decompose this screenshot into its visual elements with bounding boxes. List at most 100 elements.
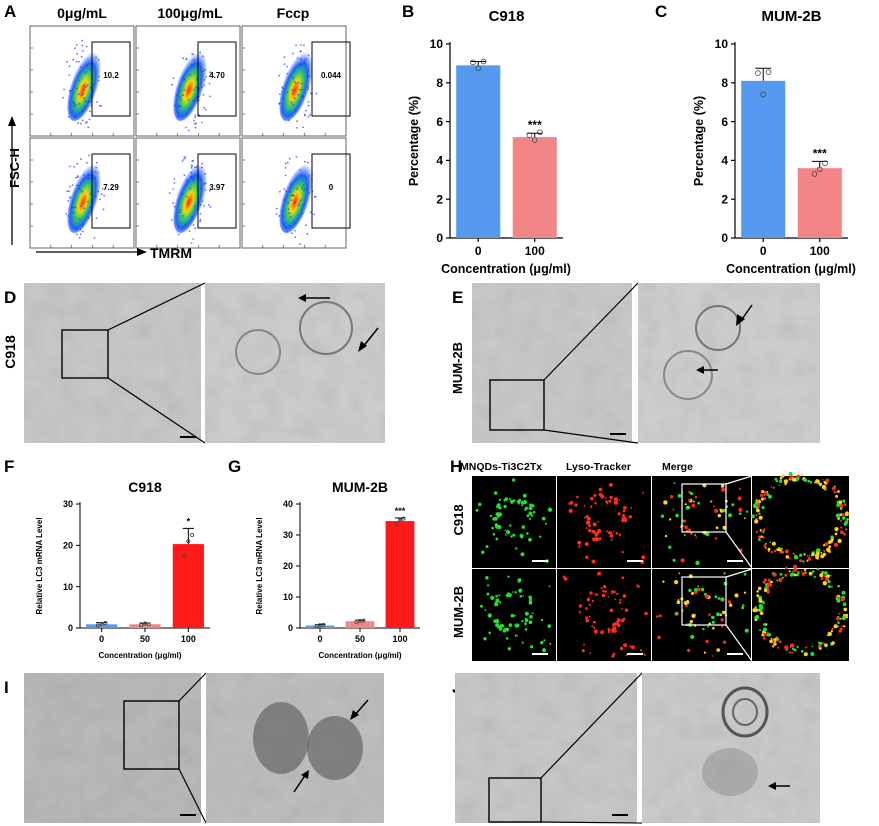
fluor-signal-dot (616, 618, 621, 623)
fluor-signal-dot (821, 484, 826, 490)
fluor-signal-dot (589, 652, 591, 654)
flow-event-dot (184, 157, 187, 160)
y-tick-label: 6 (436, 115, 443, 129)
fluor-signal-dot (525, 618, 529, 623)
fluor-signal-dot (779, 476, 783, 480)
fluor-signal-dot (769, 541, 772, 543)
fluor-signal-dot (764, 490, 768, 494)
fluor-signal-dot (835, 513, 841, 518)
flow-event-dot (78, 61, 80, 63)
flow-density-cloud (279, 52, 313, 121)
flow-event-dot (308, 175, 311, 177)
fluor-signal-dot (532, 510, 536, 514)
flow-event-dot (300, 50, 302, 53)
flow-event-dot (100, 193, 103, 196)
flow-event-dot (305, 109, 307, 112)
fluor-signal-dot (799, 559, 803, 563)
flow-event-dot (279, 93, 281, 96)
fluor-signal-dot (763, 578, 768, 582)
flow-plot-grid: 10.2 4.70 0.044 7.29 3.97 0 (29, 25, 351, 249)
fluor-signal-dot (686, 600, 690, 603)
fluor-signal-dot (542, 648, 547, 653)
flow-event-dot (82, 223, 84, 226)
fluor-header-2: Merge (662, 461, 693, 473)
flow-event-dot (189, 187, 192, 190)
flow-event-dot (208, 95, 211, 98)
fluor-signal-dot (842, 532, 846, 536)
fluor-signal-dot (793, 568, 798, 572)
flow-event-dot (290, 199, 293, 202)
flow-event-dot (79, 218, 81, 221)
flow-event-dot (88, 154, 90, 157)
flow-event-dot (295, 108, 297, 111)
flow-event-dot (305, 58, 307, 61)
fluor-signal-dot (636, 584, 639, 587)
data-point (190, 533, 195, 538)
flow-event-dot (87, 217, 90, 219)
fluor-signal-dot (528, 537, 532, 542)
y-tick-label: 0 (721, 231, 728, 245)
fluor-signal-dot (807, 479, 810, 483)
flow-event-dot (71, 184, 74, 187)
x-tick-label: 0 (99, 634, 104, 644)
flow-event-dot (78, 187, 80, 190)
panel-label-f: F (4, 457, 14, 476)
data-point (182, 553, 187, 558)
fluor-signal-dot (759, 493, 764, 498)
data-point (354, 619, 359, 624)
fluor-signal-dot (841, 590, 846, 595)
flow-event-dot (204, 108, 207, 111)
fluor-signal-dot (489, 514, 493, 518)
flow-event-dot (84, 105, 87, 108)
flow-event-dot (101, 187, 104, 190)
fluor-signal-dot (708, 622, 711, 625)
fluor-signal-dot (778, 640, 782, 644)
fluor-signal-dot (624, 608, 629, 612)
flow-event-dot (199, 218, 202, 221)
flow-event-dot (70, 207, 73, 209)
fluor-signal-dot (843, 522, 847, 526)
y-axis-arrowhead (8, 116, 16, 126)
flow-event-dot (94, 170, 97, 173)
fluor-signal-dot (777, 546, 780, 549)
flow-event-dot (183, 89, 186, 91)
flow-event-dot (80, 66, 82, 68)
flow-event-dot (192, 177, 195, 180)
fluor-signal-dot (759, 609, 763, 612)
flow-event-dot (199, 212, 202, 215)
flow-event-dot (88, 118, 91, 121)
fluor-signal-dot (831, 641, 835, 645)
fluor-signal-dot (838, 612, 841, 615)
fluor-signal-dot (839, 617, 842, 620)
tem-j-zoom-line-bottom (540, 821, 643, 824)
fluor-signal-dot (796, 645, 799, 649)
fluor-signal-dot (760, 497, 764, 501)
flow-event-dot (307, 161, 309, 164)
flow-event-dot (68, 65, 71, 68)
tem-i-arrow (293, 773, 307, 793)
flow-event-dot (190, 242, 193, 244)
tem-d-row-label: C918 (2, 335, 18, 369)
chart-c: MUM-2B 0 2 4 6 8 10 Percentage (%) 0 *** 100 Concen… (692, 8, 856, 276)
fluor-signal-dot (547, 507, 553, 512)
fluor-signal-dot (783, 479, 789, 484)
flow-event-dot (96, 161, 98, 164)
flow-event-dot (99, 198, 101, 201)
fluor-signal-dot (714, 537, 718, 540)
flow-event-dot (73, 102, 76, 105)
fluor-signal-dot (583, 516, 586, 519)
tem-d-zoom-texture (205, 283, 385, 443)
fluor-zoom-box (681, 483, 727, 533)
flow-event-dot (285, 230, 288, 233)
flow-gate-value: 4.70 (209, 71, 225, 80)
flow-event-dot (172, 201, 175, 204)
flow-event-dot (286, 161, 289, 164)
flow-event-dot (291, 194, 294, 197)
flow-event-dot (80, 205, 82, 208)
flow-event-dot (203, 205, 206, 207)
fluor-signal-dot (604, 497, 607, 500)
fluor-signal-dot (758, 512, 761, 515)
tem-e-zoom-texture (638, 283, 820, 443)
flow-event-dot (86, 64, 89, 67)
chart-f: C918 0 10 20 30 Relative LC3 mRNA Level 0 50 * 10… (35, 479, 210, 660)
